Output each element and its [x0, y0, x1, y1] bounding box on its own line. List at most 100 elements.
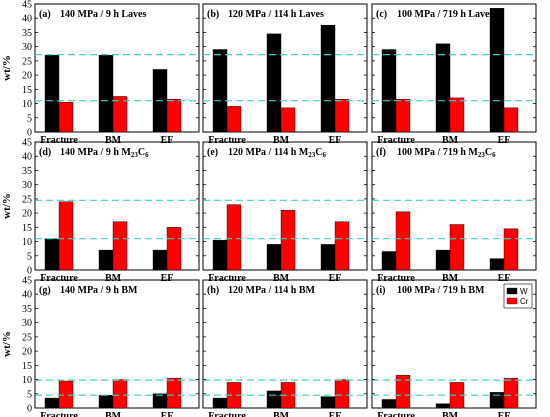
y-tick-label: 0: [27, 128, 32, 139]
bar-w-fracture: [381, 251, 397, 271]
bar-cr-ef: [166, 99, 182, 133]
bar-cr-bm: [449, 97, 465, 133]
bar-cr-ef: [503, 107, 519, 133]
y-axis-label: wt/%: [1, 193, 13, 219]
bar-w-fracture: [212, 397, 228, 409]
x-tick-label-fracture: Fracture: [377, 273, 415, 284]
legend-swatch-w: [506, 287, 518, 295]
panel-c: Fracture BM EF (c) 100 MPa / 719 h Laves: [371, 3, 537, 146]
x-tick-label-fracture: Fracture: [377, 411, 415, 417]
bar-cr-fracture: [58, 380, 74, 409]
x-tick-label-bm: BM: [105, 135, 122, 146]
bar-w-ef: [320, 244, 336, 271]
panel-title: 140 MPa / 9 h M23C6: [60, 147, 149, 159]
x-tick-label-bm: BM: [105, 411, 122, 417]
y-tick-label: 15: [22, 361, 32, 372]
bar-cr-ef: [334, 221, 350, 271]
bar-cr-ef: [503, 228, 519, 271]
panel-letter: (d): [39, 147, 51, 158]
y-tick-label: 20: [22, 71, 32, 82]
x-tick-label-ef: EF: [161, 135, 174, 146]
x-tick-label-fracture: Fracture: [40, 273, 78, 284]
bar-w-fracture: [381, 49, 397, 133]
bar-cr-ef: [334, 99, 350, 133]
legend-label-w: W: [520, 287, 528, 296]
panel-i: Fracture BM EF (i) 100 MPa / 719 h BM WCr: [371, 279, 537, 417]
x-tick-label-ef: EF: [498, 411, 511, 417]
x-tick-label-ef: EF: [329, 135, 342, 146]
bar-cr-bm: [112, 379, 128, 409]
x-tick-label-fracture: Fracture: [40, 411, 78, 417]
panel-title: 120 MPa / 114 h Laves: [228, 9, 324, 20]
x-tick-label-fracture: Fracture: [208, 411, 246, 417]
y-tick-label: 5: [27, 113, 32, 124]
y-tick-label: 45: [22, 138, 32, 149]
y-tick-label: 10: [22, 99, 32, 110]
panel-title: 100 MPa / 719 h Laves: [397, 9, 493, 20]
y-tick-label: 45: [22, 0, 32, 11]
bar-w-bm: [98, 55, 114, 133]
panel-letter: (e): [207, 147, 218, 158]
y-tick-label: 25: [22, 56, 32, 67]
x-tick-label-bm: BM: [442, 411, 459, 417]
bar-w-fracture: [212, 239, 228, 271]
x-tick-label-bm: BM: [442, 135, 459, 146]
x-tick-label-fracture: Fracture: [40, 135, 78, 146]
y-tick-label: 20: [22, 209, 32, 220]
bar-w-bm: [435, 249, 451, 271]
bar-w-ef: [489, 8, 505, 133]
panel-letter: (i): [376, 285, 385, 296]
bar-w-fracture: [212, 49, 228, 133]
panel-title: 120 MPa / 114 h M23C6: [228, 147, 327, 159]
bar-cr-fracture: [395, 211, 411, 271]
y-tick-label: 35: [22, 304, 32, 315]
bar-w-bm: [266, 33, 282, 133]
bar-cr-fracture: [226, 106, 242, 133]
bar-w-bm: [266, 390, 282, 409]
panel-h: Fracture BM EF (h) 120 MPa / 114 h BM: [202, 279, 368, 417]
y-tick-label: 25: [22, 332, 32, 343]
y-tick-label: 15: [22, 85, 32, 96]
y-tick-label: 5: [27, 389, 32, 400]
x-tick-label-ef: EF: [498, 273, 511, 284]
y-tick-label: 10: [22, 375, 32, 386]
y-tick-label: 0: [27, 266, 32, 277]
x-tick-label-bm: BM: [105, 273, 122, 284]
x-tick-label-ef: EF: [161, 411, 174, 417]
bar-w-fracture: [44, 55, 60, 133]
bar-cr-bm: [280, 210, 296, 271]
x-tick-label-bm: BM: [442, 273, 459, 284]
panel-g: 0 5 10 15 20 25 30 35 40 45 Fracture BM EF (g) 140 MPa…: [1, 276, 200, 417]
bar-w-ef: [320, 396, 336, 409]
bar-w-ef: [489, 258, 505, 271]
bar-cr-ef: [166, 377, 182, 409]
panel-b: Fracture BM EF (b) 120 MPa / 114 h Laves: [202, 3, 368, 146]
panel-letter: (h): [207, 285, 219, 296]
bar-cr-fracture: [395, 375, 411, 409]
y-tick-label: 25: [22, 194, 32, 205]
x-tick-label-fracture: Fracture: [208, 273, 246, 284]
panel-title: 100 MPa / 719 h BM: [397, 285, 485, 296]
bar-w-bm: [435, 43, 451, 133]
panel-letter: (a): [39, 9, 51, 20]
bar-cr-ef: [166, 227, 182, 271]
bar-w-ef: [152, 393, 168, 409]
bar-w-ef: [320, 25, 336, 133]
panel-letter: (b): [207, 9, 219, 20]
panel-title: 140 MPa / 9 h BM: [60, 285, 138, 296]
bar-cr-fracture: [58, 201, 74, 271]
bar-w-bm: [435, 403, 451, 409]
x-tick-label-bm: BM: [273, 411, 290, 417]
y-tick-label: 35: [22, 28, 32, 39]
y-tick-label: 40: [22, 290, 32, 301]
legend-label-cr: Cr: [520, 297, 529, 306]
bar-cr-bm: [280, 107, 296, 133]
legend-swatch-cr: [506, 297, 518, 305]
x-tick-label-ef: EF: [161, 273, 174, 284]
bar-w-fracture: [44, 238, 60, 271]
y-tick-label: 40: [22, 152, 32, 163]
y-tick-label: 20: [22, 347, 32, 358]
bar-cr-fracture: [58, 101, 74, 133]
y-tick-label: 30: [22, 180, 32, 191]
